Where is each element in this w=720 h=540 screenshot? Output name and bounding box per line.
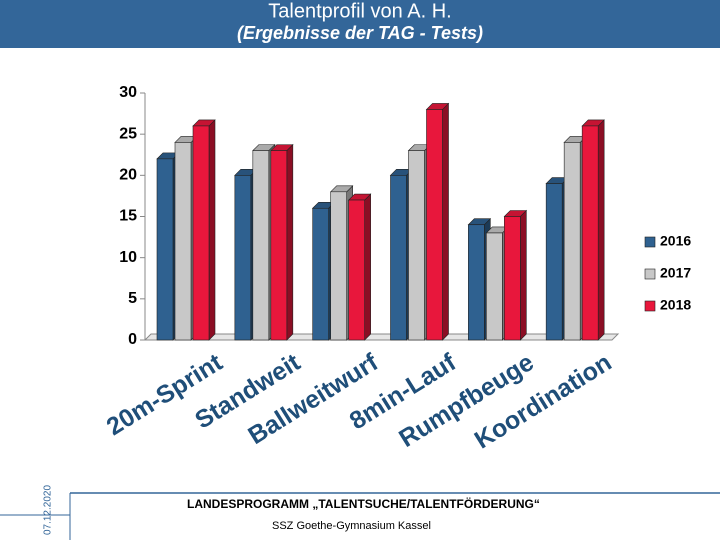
bar: [390, 175, 407, 341]
footer-school: SSZ Goethe-Gymnasium Kassel: [272, 520, 431, 532]
bar: [581, 125, 599, 341]
bar: [408, 150, 425, 341]
y-tick-label: 30: [119, 84, 137, 101]
y-tick-label: 5: [128, 290, 137, 307]
chart-title: Talentprofil von A. H.: [268, 0, 451, 22]
y-tick-label: 25: [119, 125, 137, 142]
bar: [192, 125, 210, 341]
bar-side: [208, 119, 216, 341]
bar-side: [597, 119, 605, 341]
bar-side: [520, 209, 527, 341]
bar-side: [364, 193, 371, 341]
bar: [156, 158, 174, 341]
bar: [234, 175, 252, 341]
bar: [545, 183, 563, 341]
bar-side: [286, 143, 294, 341]
bar: [270, 150, 288, 341]
legend-label: 2016: [660, 233, 691, 249]
x-tick-label: Koordination: [470, 348, 617, 454]
legend-swatch: [644, 268, 656, 280]
bar: [312, 207, 329, 341]
bar: [348, 199, 365, 341]
y-tick-label: 10: [119, 249, 137, 266]
legend-swatch: [644, 300, 656, 312]
footer-program: LANDESPROGRAMM „TALENTSUCHE/TALENTFÖRDER…: [187, 496, 540, 511]
bar: [468, 224, 485, 341]
bar: [504, 216, 521, 341]
bar: [330, 191, 347, 341]
bar: [426, 109, 443, 341]
bar: [174, 142, 192, 341]
legend-label: 2017: [660, 265, 691, 281]
bar: [563, 142, 581, 341]
legend-swatch: [644, 236, 656, 248]
bar-side: [442, 102, 449, 341]
legend-label: 2018: [660, 297, 691, 313]
y-tick-label: 15: [119, 208, 137, 225]
bar: [252, 150, 270, 341]
header-band: [0, 0, 720, 48]
x-tick-label: Ballweitwurf: [243, 348, 383, 450]
chart-subtitle: (Ergebnisse der TAG - Tests): [237, 23, 483, 43]
y-tick-label: 20: [119, 167, 137, 184]
footer-date: 07.12.2020: [43, 485, 54, 535]
bar: [486, 232, 503, 341]
y-tick-label: 0: [128, 331, 137, 348]
